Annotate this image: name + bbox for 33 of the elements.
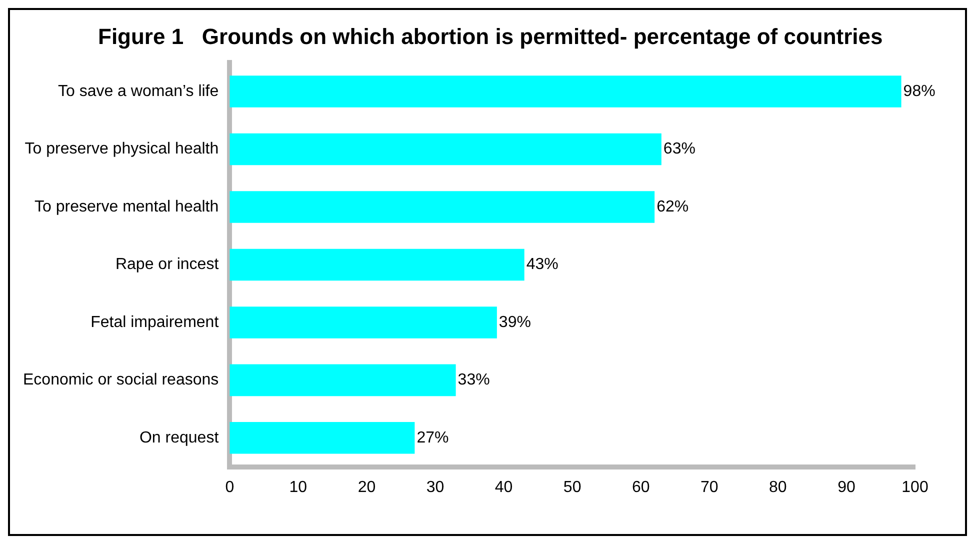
y-tick-label: Rape or incest xyxy=(115,256,220,274)
bar xyxy=(230,248,524,281)
y-tick-label: To save a woman’s life xyxy=(58,82,219,100)
bar xyxy=(230,364,456,396)
x-tick-label: 60 xyxy=(632,478,650,496)
x-tick-label: 90 xyxy=(838,478,856,496)
data-label: 33% xyxy=(458,372,490,389)
bar xyxy=(230,191,655,223)
x-tick-label: 0 xyxy=(225,478,234,496)
x-tick-label: 80 xyxy=(769,478,787,496)
data-label: 98% xyxy=(903,82,936,100)
x-tick-label: 50 xyxy=(563,478,582,496)
x-tick-label: 70 xyxy=(700,478,718,496)
data-label: 39% xyxy=(498,314,531,331)
x-tick-label: 20 xyxy=(358,478,376,496)
bar xyxy=(230,306,497,338)
chart-title: Figure 1 Grounds on which abortion is permitted- percentage of countries xyxy=(98,24,884,50)
y-tick-label: Fetal impairement xyxy=(90,314,220,331)
bar xyxy=(230,422,415,454)
bar xyxy=(230,133,662,166)
y-tick-label: On request xyxy=(139,429,220,446)
bar xyxy=(230,76,902,108)
x-tick-label: 10 xyxy=(289,478,308,496)
y-tick-label: To preserve physical health xyxy=(24,140,219,158)
data-label: 63% xyxy=(663,140,696,158)
x-tick-label: 30 xyxy=(426,478,444,496)
data-label: 43% xyxy=(526,256,558,274)
data-label: 62% xyxy=(656,198,689,216)
x-tick-label: 100 xyxy=(902,478,928,496)
x-tick-label: 40 xyxy=(494,478,513,496)
y-tick-label: Economic or social reasons xyxy=(23,372,219,389)
y-tick-label: To preserve mental health xyxy=(34,198,219,216)
data-label: 27% xyxy=(416,429,449,446)
